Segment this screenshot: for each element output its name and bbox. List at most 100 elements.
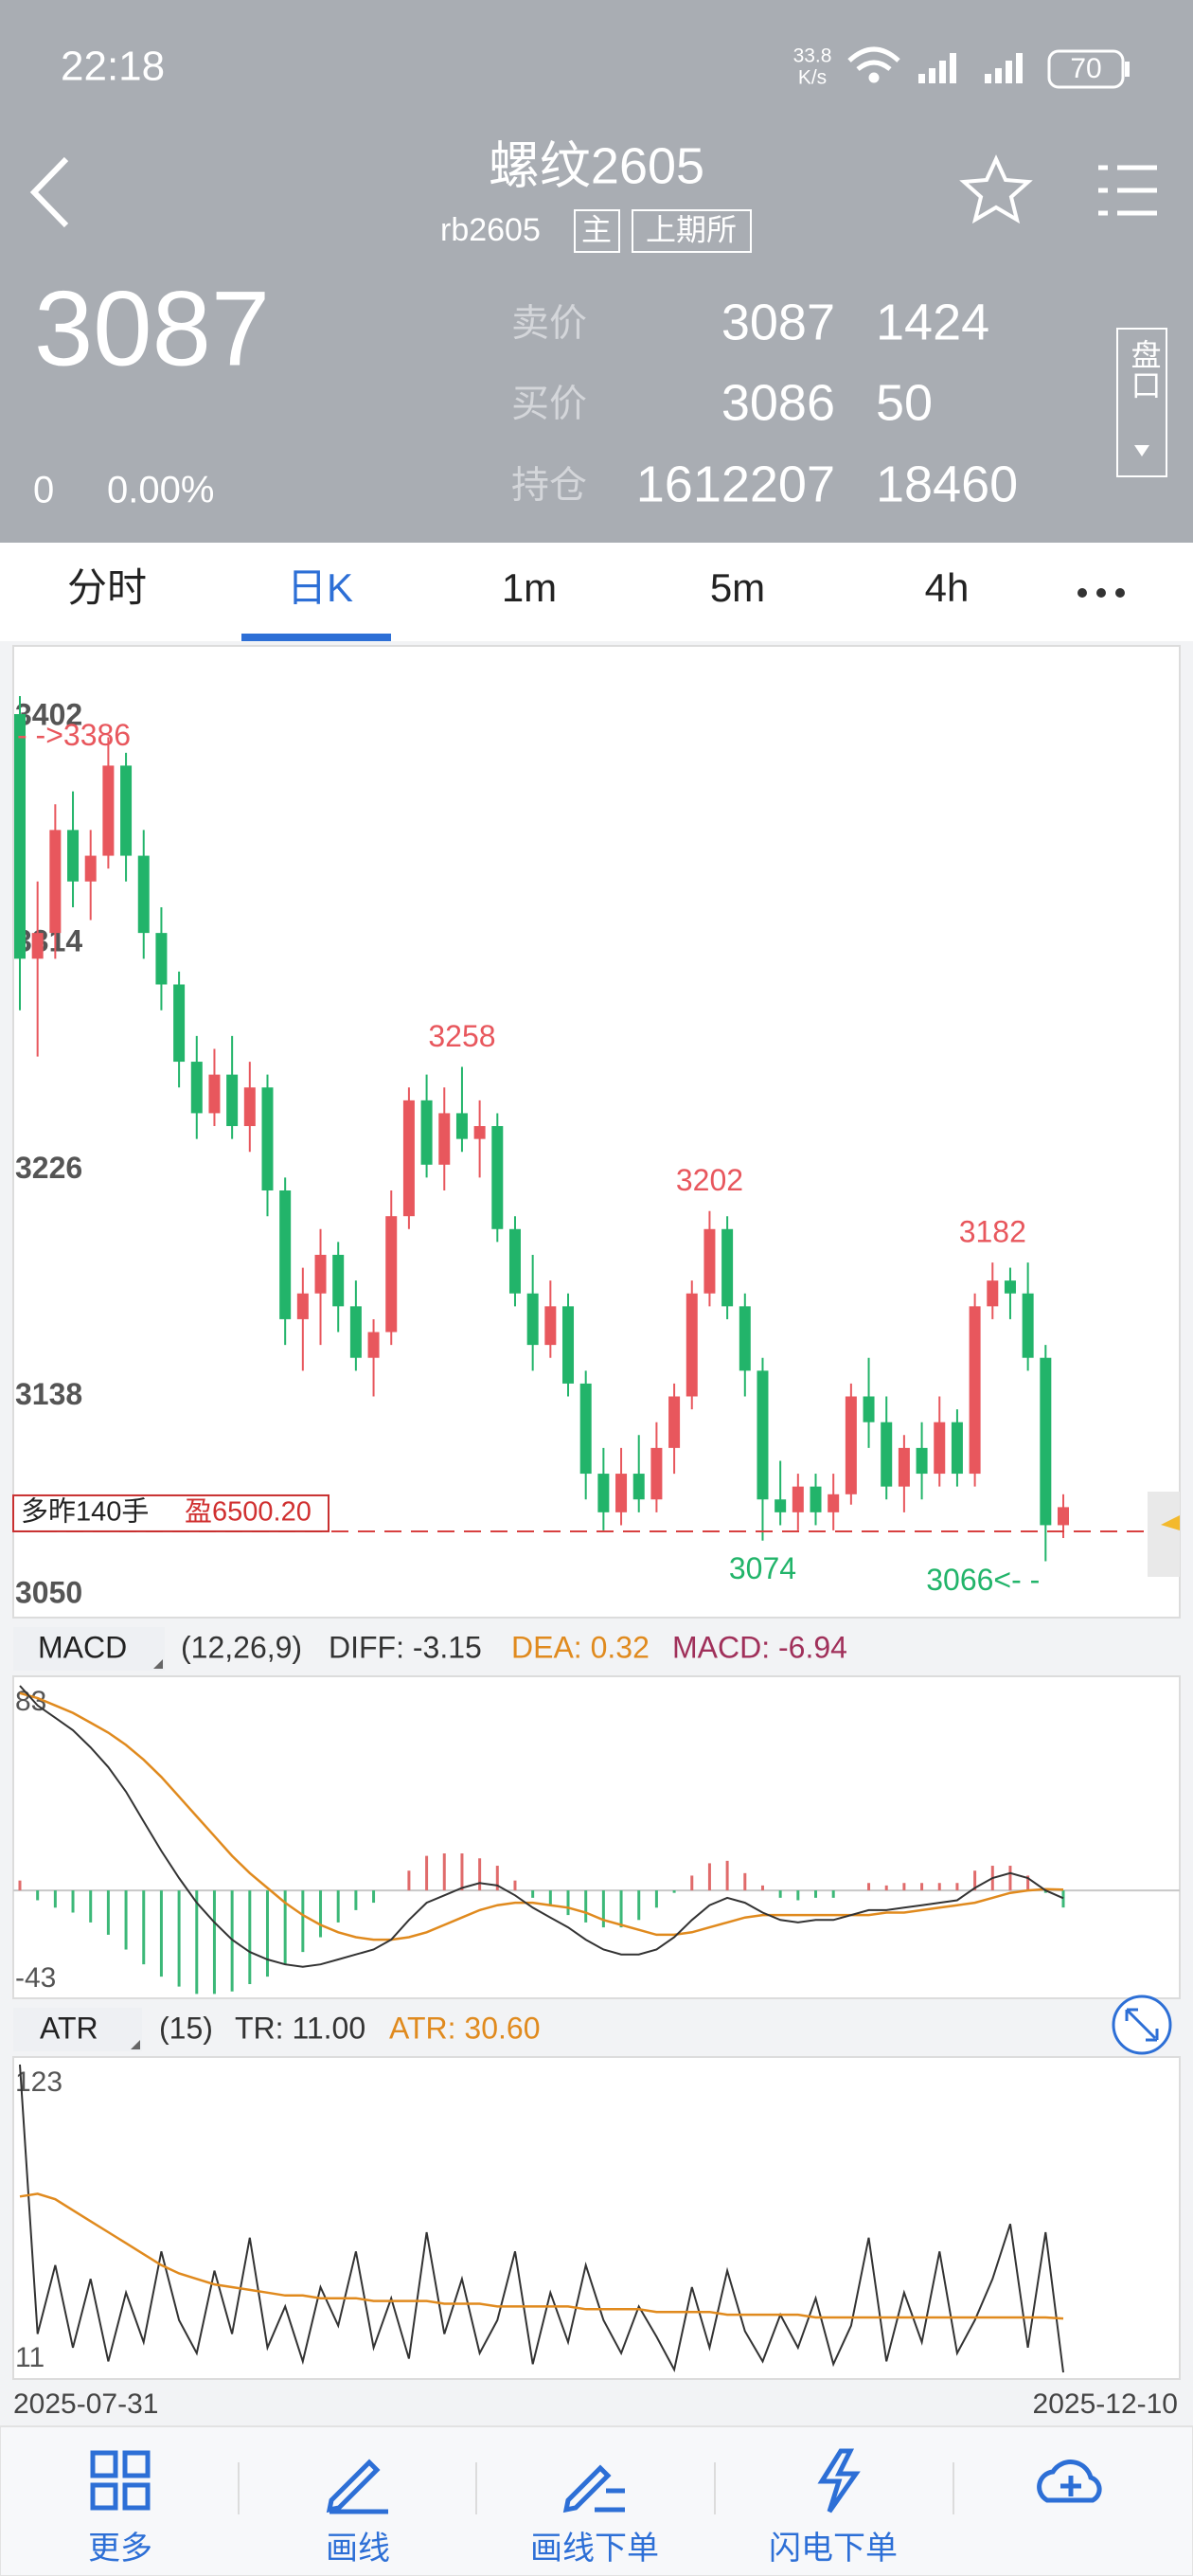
dea-line	[19, 1691, 1064, 1941]
atr-name: ATR	[40, 2011, 98, 2045]
tab[interactable]: 日K	[287, 565, 353, 610]
candle-body	[934, 1422, 946, 1475]
quote-label: 卖价	[511, 303, 587, 345]
candle-body	[597, 1474, 610, 1512]
candle-body	[721, 1228, 734, 1307]
net-unit: K/s	[798, 67, 827, 89]
candle-body	[438, 1113, 451, 1165]
candle-body	[1040, 1357, 1052, 1526]
start-date: 2025-07-31	[13, 2388, 158, 2420]
position-pnl: 盈6500.20	[185, 1497, 312, 1528]
side-tab[interactable]	[1116, 328, 1167, 477]
back-button[interactable]	[29, 156, 69, 228]
favorite-button[interactable]	[959, 154, 1033, 224]
y-tick-label: 3050	[15, 1575, 82, 1609]
candle-body	[455, 1113, 468, 1139]
candle-body	[332, 1254, 345, 1307]
end-date: 2025-12-10	[1033, 2388, 1178, 2420]
tab[interactable]: 分时	[67, 565, 147, 610]
nav-label[interactable]: 更多	[88, 2531, 152, 2567]
tab[interactable]: 4h	[925, 565, 970, 610]
candle-body	[615, 1474, 628, 1512]
candle-body	[420, 1100, 433, 1165]
diff-line	[19, 1685, 1064, 1968]
signal-icon	[918, 53, 1023, 83]
expand-button[interactable]	[1112, 1995, 1172, 2055]
clock: 22:18	[61, 44, 165, 90]
price-annotation: - ->3386	[17, 718, 131, 752]
candle-body	[261, 1087, 274, 1190]
atr-tab[interactable]	[13, 2008, 142, 2051]
candle-body	[526, 1293, 539, 1346]
quote-label: 持仓	[511, 465, 587, 507]
net-speed: 33.8	[793, 45, 832, 67]
tab[interactable]: 5m	[710, 565, 765, 610]
macd-legend: DEA: 0.32	[511, 1630, 650, 1664]
candle-body	[208, 1074, 221, 1114]
candle-body	[1058, 1507, 1069, 1526]
y-tick-label: 11	[15, 2342, 45, 2373]
price-annotation: 3258	[428, 1019, 495, 1053]
nav-label[interactable]: 闪电下单	[769, 2531, 898, 2567]
candle-body	[632, 1474, 645, 1500]
candle-body	[775, 1499, 787, 1512]
kline-panel	[12, 645, 1181, 1619]
candle-body	[650, 1447, 663, 1500]
y-tick-label: -43	[15, 1962, 56, 1994]
candle-body	[385, 1216, 398, 1333]
menu-button[interactable]	[1098, 165, 1157, 216]
side-tab-label: 盘口	[1128, 339, 1162, 400]
candle-body	[102, 765, 115, 856]
macd-legend: DIFF: -3.15	[329, 1630, 482, 1664]
tr-line	[19, 2064, 1064, 2373]
candle-body	[349, 1306, 362, 1358]
tab[interactable]: 1m	[502, 565, 557, 610]
price-marker-arrow	[1161, 1515, 1180, 1530]
candle-body	[686, 1293, 698, 1397]
battery	[1047, 49, 1125, 89]
tab-corner	[131, 2040, 140, 2049]
candle-body	[84, 855, 97, 882]
position-box	[12, 1494, 329, 1532]
macd-legend: MACD: -6.94	[672, 1630, 847, 1664]
nav-label[interactable]: 画线下单	[530, 2531, 659, 2567]
more-tabs[interactable]	[1077, 588, 1125, 598]
candle-body	[951, 1422, 963, 1475]
y-tick-label: 3138	[15, 1377, 82, 1411]
badge: 上期所	[646, 212, 737, 246]
macd-panel	[12, 1675, 1181, 1999]
candle-body	[668, 1396, 681, 1448]
header-bg	[0, 0, 1193, 543]
candle-body	[243, 1087, 256, 1127]
y-tick-label: 3402	[15, 697, 82, 731]
candle-body	[491, 1126, 504, 1229]
atr-params: (15)	[159, 2011, 213, 2045]
tab-underline	[241, 634, 391, 641]
price-annotation: 3074	[729, 1551, 796, 1585]
candle-body	[67, 830, 80, 882]
candle-body	[703, 1228, 716, 1294]
candle-body	[190, 1062, 203, 1114]
y-tick-label: 83	[15, 1686, 46, 1717]
y-tick-label: 3226	[15, 1151, 82, 1185]
macd-tab[interactable]	[13, 1627, 165, 1671]
atr-panel	[12, 2056, 1181, 2380]
quote-label: 买价	[511, 384, 587, 425]
badge-box	[574, 209, 620, 253]
battery-tip	[1125, 62, 1130, 77]
position-label: 多昨140手	[21, 1496, 149, 1528]
nav-icons	[90, 2448, 1102, 2514]
nav-label[interactable]: 画线	[326, 2531, 390, 2567]
atr-legend: ATR: 30.60	[389, 2011, 540, 2045]
candle-body	[14, 714, 26, 959]
candle-body	[739, 1306, 751, 1371]
badge: 主	[581, 212, 612, 246]
candle-body	[863, 1396, 875, 1422]
candle-body	[173, 984, 186, 1063]
candle-body	[898, 1447, 910, 1487]
candle-body	[296, 1293, 309, 1319]
candle-body	[314, 1254, 327, 1294]
nav-bar	[0, 2425, 1193, 2576]
price-annotation: 3066<- -	[926, 1563, 1040, 1597]
quote-price: 3086	[721, 374, 835, 431]
